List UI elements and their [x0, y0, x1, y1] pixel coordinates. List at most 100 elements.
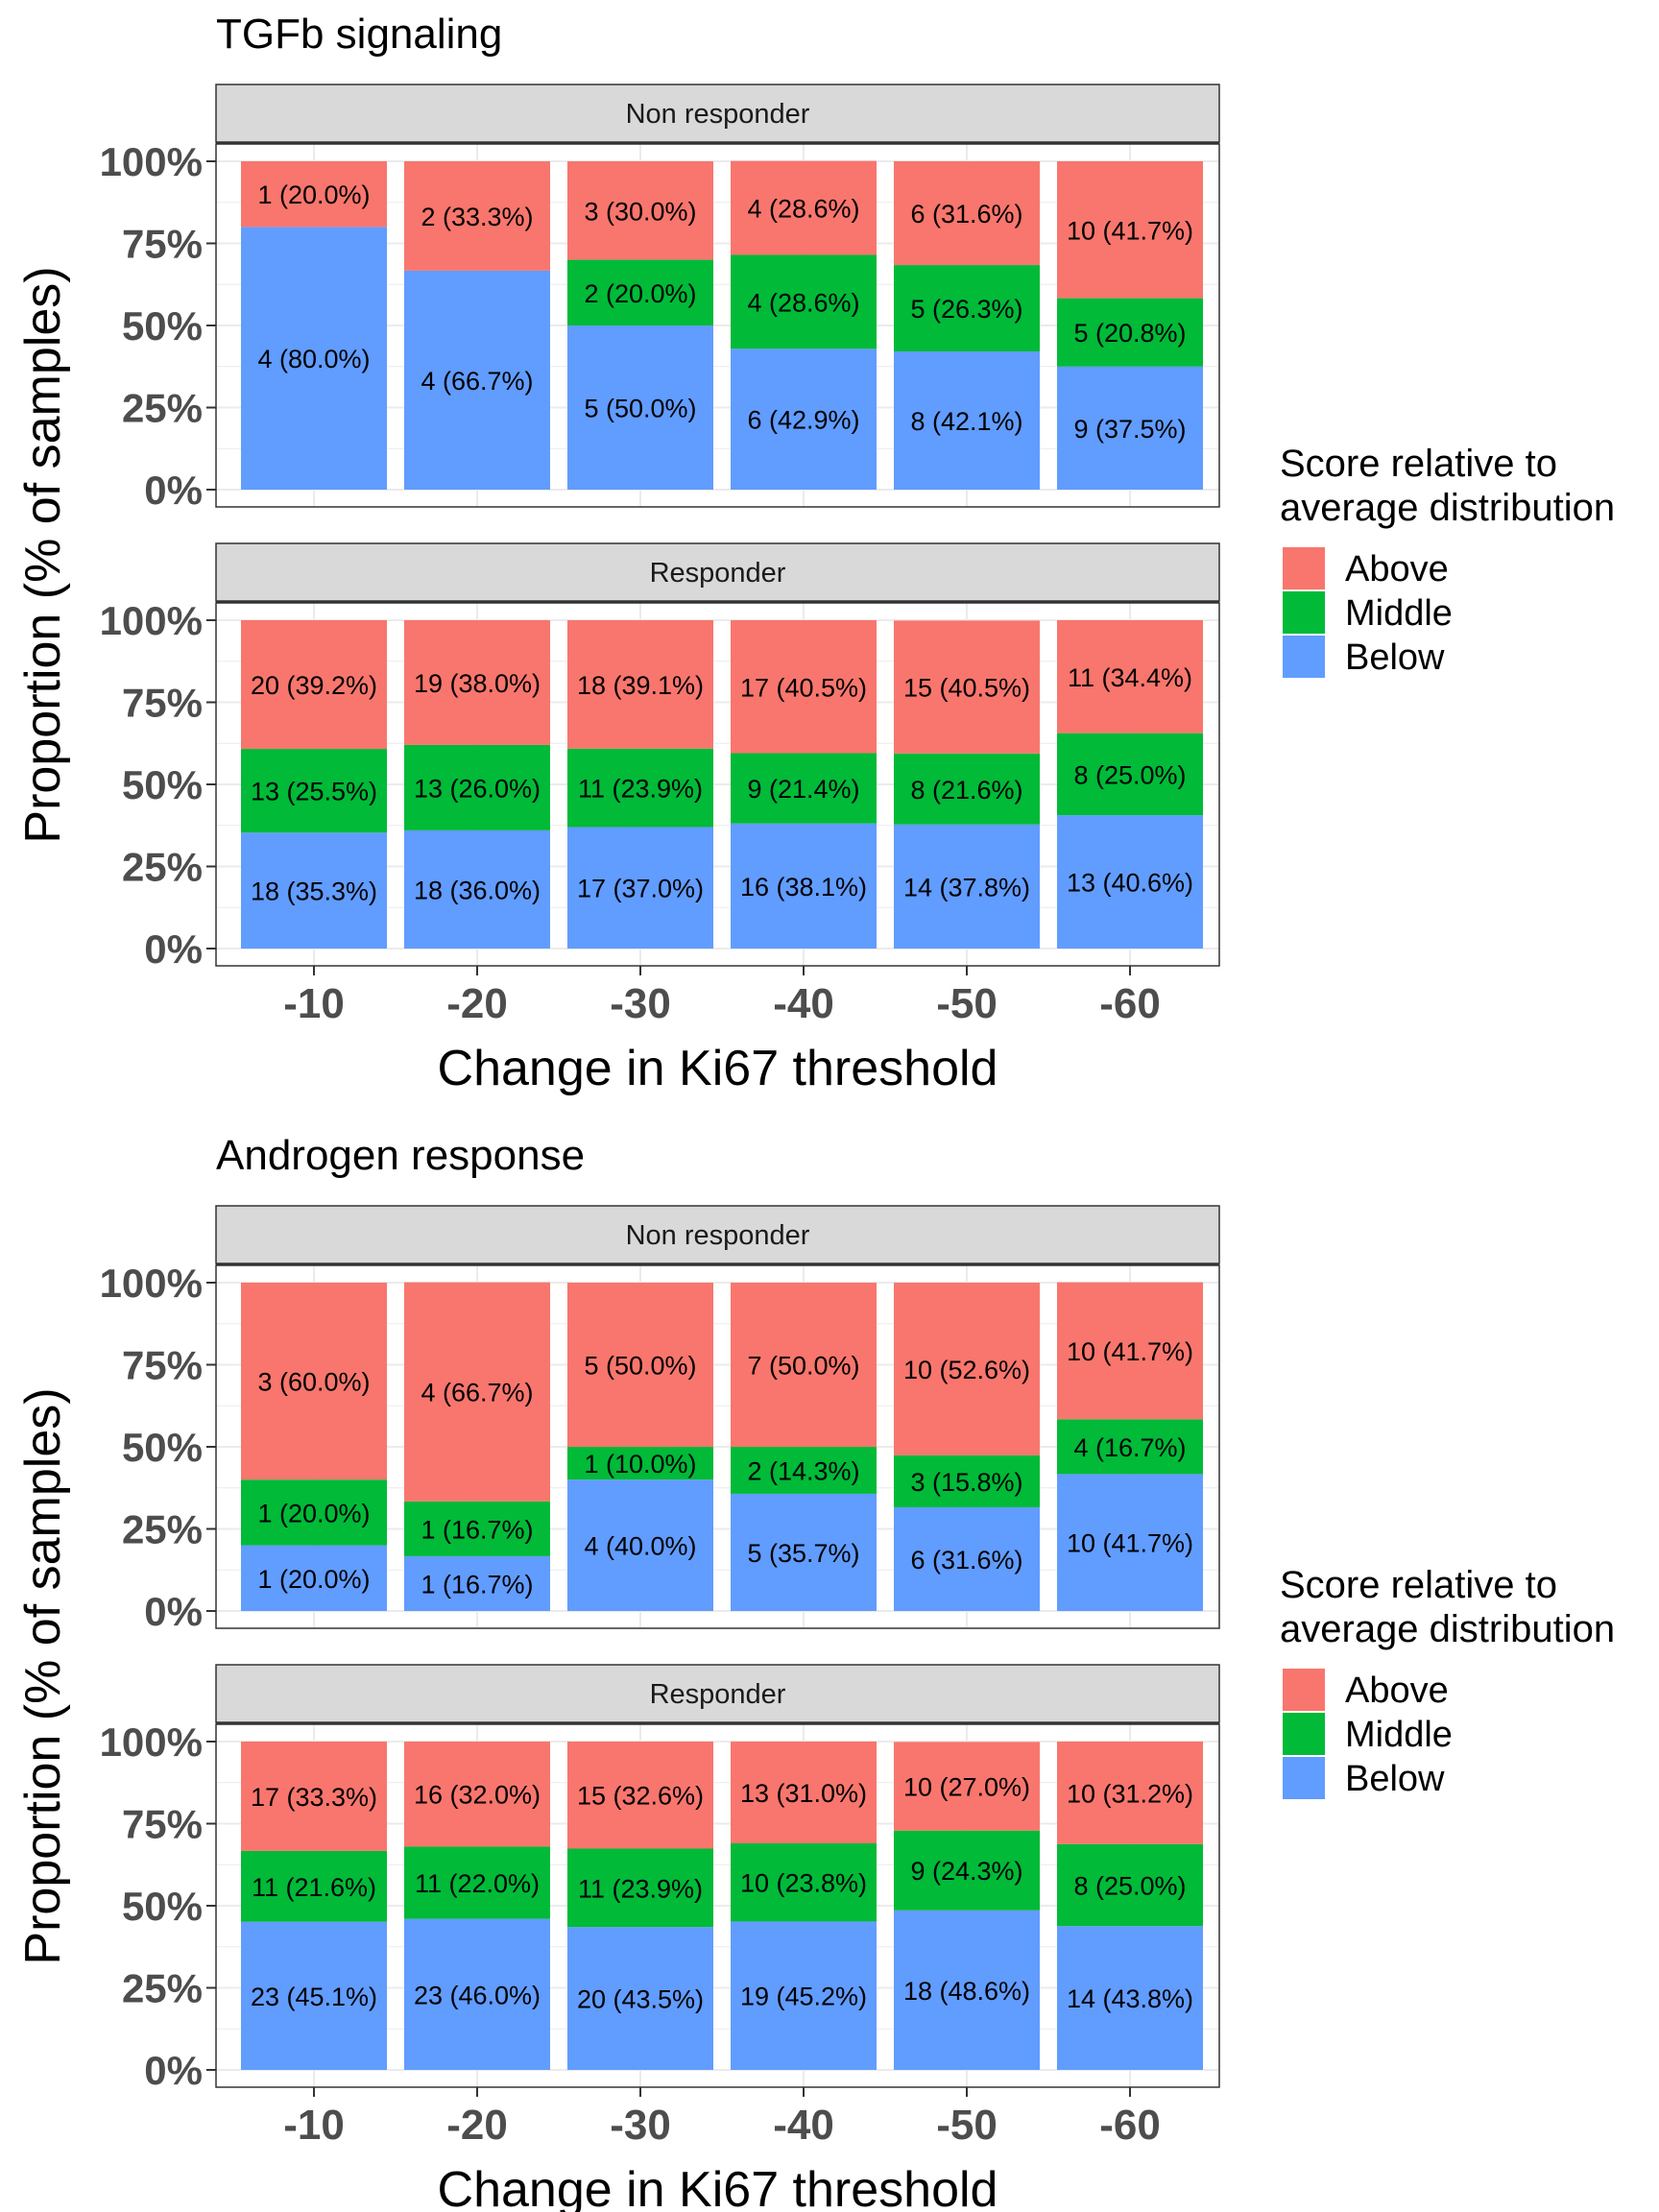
legend-swatch-middle — [1283, 1713, 1325, 1755]
bar-middle-m10 — [241, 749, 387, 833]
legend-item-above: Above — [1345, 549, 1449, 589]
bar-above-m20 — [404, 1742, 550, 1847]
bar-middle-m60 — [1057, 1843, 1203, 1927]
bar-below-m60 — [1057, 1926, 1203, 2070]
data-label-middle: 10 (23.8%) — [740, 1869, 867, 1898]
bar-below-m60 — [1057, 1474, 1203, 1611]
bar-middle-m50 — [894, 753, 1040, 825]
bar-above-m40 — [731, 1742, 877, 1844]
y-tick-label: 25% — [122, 845, 203, 890]
bar-below-m40 — [731, 349, 877, 490]
x-tick-label: -50 — [936, 980, 998, 1027]
bar-above-m50 — [894, 1742, 1040, 1831]
bar-middle-m10 — [241, 1479, 387, 1546]
data-label-above: 5 (50.0%) — [584, 1352, 696, 1381]
bar-below-m10 — [241, 1545, 387, 1611]
legend-item-below: Below — [1345, 1759, 1445, 1799]
bar-above-m30 — [567, 1283, 713, 1447]
y-tick-label: 50% — [122, 1425, 203, 1470]
legend-title-line2: average distribution — [1280, 487, 1615, 529]
legend-item-middle: Middle — [1345, 1715, 1453, 1755]
bar-below-m60 — [1057, 366, 1203, 490]
data-label-below: 17 (37.0%) — [577, 875, 704, 903]
data-label-below: 19 (45.2%) — [740, 1983, 867, 2011]
data-label-middle: 4 (28.6%) — [747, 288, 859, 317]
data-label-above: 10 (27.0%) — [903, 1773, 1030, 1802]
legend-title-line2: average distribution — [1280, 1608, 1615, 1650]
y-tick-label: 0% — [144, 1589, 203, 1634]
data-label-below: 4 (66.7%) — [421, 367, 533, 396]
bar-below-m10 — [241, 832, 387, 949]
x-tick-label: -10 — [283, 2102, 345, 2149]
x-tick-label: -20 — [446, 980, 508, 1027]
data-label-above: 13 (31.0%) — [740, 1779, 867, 1808]
y-tick-label: 75% — [122, 1343, 203, 1388]
data-label-above: 1 (20.0%) — [257, 180, 370, 209]
legend-item-below: Below — [1345, 637, 1445, 678]
data-label-middle: 11 (22.0%) — [415, 1869, 540, 1898]
data-label-above: 4 (66.7%) — [421, 1379, 533, 1407]
bar-middle-m40 — [731, 1447, 877, 1494]
facet-strip — [215, 1664, 1220, 1723]
facet-strip-label: Non responder — [626, 1220, 810, 1251]
bar-middle-m30 — [567, 259, 713, 325]
bar-below-m10 — [241, 1921, 387, 2070]
y-axis-label: Proportion (% of samples) — [15, 266, 71, 843]
data-label-below: 5 (35.7%) — [747, 1539, 859, 1568]
data-label-below: 1 (20.0%) — [257, 1565, 370, 1594]
data-label-above: 17 (33.3%) — [251, 1783, 377, 1812]
data-label-middle: 13 (25.5%) — [251, 778, 377, 806]
legend-item-middle: Middle — [1345, 593, 1453, 634]
x-tick-label: -40 — [773, 980, 834, 1027]
bar-above-m30 — [567, 620, 713, 749]
bar-middle-m40 — [731, 254, 877, 349]
facet-strip-label: Responder — [650, 1679, 786, 1710]
bar-middle-m60 — [1057, 1419, 1203, 1475]
facet-strip — [215, 84, 1220, 143]
y-tick-label: 100% — [100, 598, 203, 643]
data-label-below: 16 (38.1%) — [740, 873, 867, 902]
y-tick-label: 0% — [144, 468, 203, 513]
legend-swatch-above — [1283, 1669, 1325, 1711]
y-tick-label: 75% — [122, 1802, 203, 1847]
data-label-middle: 3 (15.8%) — [910, 1468, 1022, 1497]
bar-above-m10 — [241, 1742, 387, 1851]
bar-above-m30 — [567, 1742, 713, 1849]
bar-above-m40 — [731, 160, 877, 255]
data-label-middle: 8 (21.6%) — [910, 776, 1022, 805]
data-label-below: 20 (43.5%) — [577, 1985, 704, 2014]
bar-above-m60 — [1057, 620, 1203, 733]
data-label-middle: 11 (23.9%) — [578, 775, 703, 804]
data-label-below: 4 (40.0%) — [584, 1532, 696, 1561]
bar-middle-m30 — [567, 748, 713, 828]
bar-middle-m10 — [241, 1850, 387, 1922]
bar-above-m50 — [894, 161, 1040, 266]
bar-above-m60 — [1057, 1282, 1203, 1420]
chart-1: TGFb signaling Non responder 4 (80.0%) 1 (2… — [15, 11, 1615, 1096]
data-label-above: 3 (60.0%) — [257, 1368, 370, 1397]
y-tick-label: 0% — [144, 2048, 203, 2093]
y-tick-label: 100% — [100, 1261, 203, 1306]
data-label-below: 14 (37.8%) — [903, 873, 1030, 902]
data-label-above: 18 (39.1%) — [577, 671, 704, 700]
bar-below-m10 — [241, 227, 387, 490]
bar-below-m20 — [404, 1555, 550, 1611]
bar-below-m30 — [567, 1479, 713, 1611]
data-label-above: 17 (40.5%) — [740, 673, 867, 702]
legend-swatch-above — [1283, 547, 1325, 589]
data-label-middle: 4 (16.7%) — [1073, 1433, 1186, 1462]
data-label-below: 6 (42.9%) — [747, 406, 859, 435]
bar-above-m60 — [1057, 161, 1203, 299]
bar-below-m40 — [731, 823, 877, 949]
data-label-above: 6 (31.6%) — [910, 200, 1022, 228]
data-label-middle: 13 (26.0%) — [414, 774, 541, 803]
bar-below-m30 — [567, 325, 713, 490]
facet-strip — [215, 1205, 1220, 1264]
facet-strip-label: Responder — [650, 558, 786, 589]
y-tick-label: 25% — [122, 1966, 203, 2011]
facet-responder: Responder 23 (45.1%) 11 (21.6%) 17 (33.3%) 2… — [100, 1664, 1220, 2149]
chart-title: TGFb signaling — [216, 11, 502, 58]
data-label-below: 5 (50.0%) — [584, 395, 696, 423]
bar-above-m10 — [241, 161, 387, 228]
